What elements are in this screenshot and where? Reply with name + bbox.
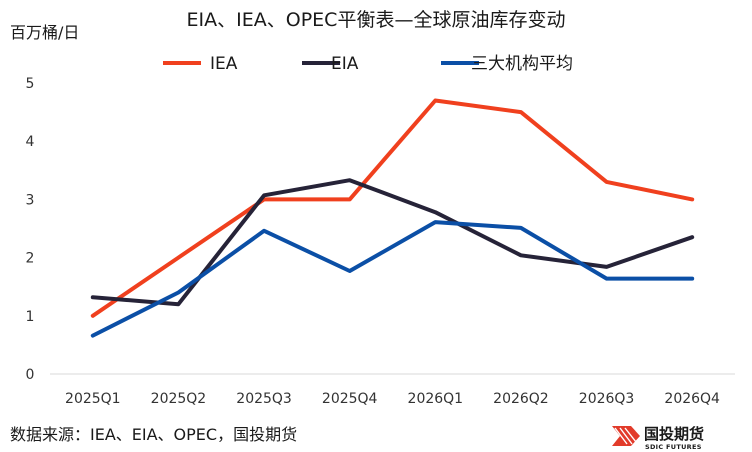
- x-tick-label: 2026Q3: [579, 391, 635, 407]
- x-tick-label: 2025Q1: [65, 391, 121, 407]
- x-tick-label: 2025Q3: [236, 391, 292, 407]
- y-tick-label: 3: [26, 192, 35, 208]
- legend-item: IEA: [163, 54, 238, 74]
- brand-name-en: SDIC FUTURES: [645, 443, 702, 451]
- series-group: [90, 98, 695, 338]
- x-tick-label: 2025Q4: [322, 391, 378, 407]
- legend: IEA EIA 三大机构平均: [163, 54, 573, 74]
- chart-title: EIA、IEA、OPEC平衡表—全球原油库存变动: [187, 9, 566, 31]
- legend-label: EIA: [331, 54, 359, 74]
- brand-logo: 国投期货 SDIC FUTURES: [612, 425, 704, 451]
- source-note: 数据来源：IEA、EIA、OPEC，国投期货: [10, 425, 297, 444]
- x-tick-label: 2026Q4: [664, 391, 720, 407]
- series-line-三大机构平均: [90, 220, 695, 338]
- x-tick-label: 2025Q2: [151, 391, 207, 407]
- y-tick-label: 2: [26, 251, 35, 267]
- legend-label: IEA: [210, 54, 238, 74]
- x-axis-ticks: 2025Q1 2025Q2 2025Q3 2025Q4 2026Q1 2026Q2 2026…: [65, 391, 720, 407]
- y-axis-ticks: 0 1 2 3 4 5: [26, 76, 35, 383]
- brand-name: 国投期货: [644, 425, 704, 443]
- y-tick-label: 1: [26, 309, 35, 325]
- x-tick-label: 2026Q2: [493, 391, 549, 407]
- series-line-eia: [90, 178, 695, 307]
- brand-logo-icon: [612, 426, 640, 446]
- y-tick-label: 5: [26, 76, 35, 92]
- y-axis-label: 百万桶/日: [10, 23, 79, 42]
- y-tick-label: 0: [26, 367, 35, 383]
- legend-item: EIA: [302, 54, 359, 74]
- series-line-iea: [90, 98, 695, 318]
- legend-label: 三大机构平均: [471, 54, 573, 74]
- x-tick-label: 2026Q1: [408, 391, 464, 407]
- legend-item: 三大机构平均: [441, 54, 573, 74]
- y-tick-label: 4: [26, 134, 35, 150]
